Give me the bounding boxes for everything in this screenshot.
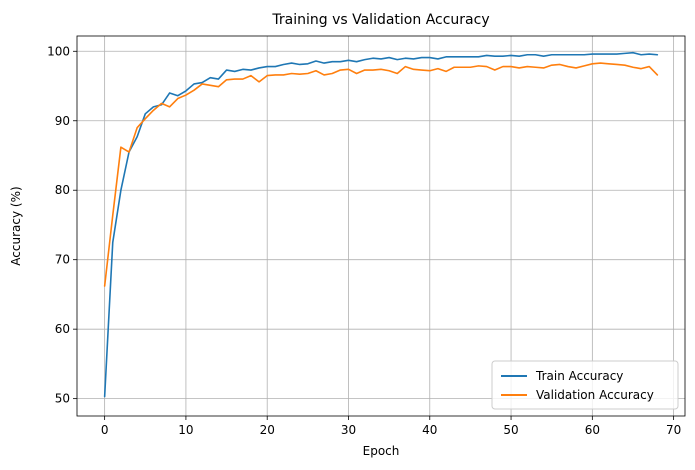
x-tick-label: 0 xyxy=(101,423,109,437)
chart-title: Training vs Validation Accuracy xyxy=(271,12,489,28)
x-tick-label: 10 xyxy=(178,423,193,437)
y-tick-label: 80 xyxy=(55,183,70,197)
y-tick-label: 70 xyxy=(55,253,70,267)
y-axis-label: Accuracy (%) xyxy=(9,186,23,265)
legend: Train Accuracy Validation Accuracy xyxy=(491,360,679,410)
legend-label-validation: Validation Accuracy xyxy=(536,388,654,402)
series-layer xyxy=(103,51,659,398)
x-axis-label: Epoch xyxy=(363,444,400,458)
y-tick-label: 90 xyxy=(55,114,70,128)
x-tick-label: 30 xyxy=(341,423,356,437)
legend-label-train: Train Accuracy xyxy=(535,369,623,383)
series-line-validation xyxy=(103,62,659,287)
x-tick-label: 40 xyxy=(422,423,437,437)
x-tick-label: 50 xyxy=(503,423,518,437)
legend-box xyxy=(491,360,679,410)
plot-frame xyxy=(76,35,686,417)
ticks: 0 10 20 30 40 50 60 70 50 60 70 80 90 100 xyxy=(47,44,681,437)
x-tick-label: 60 xyxy=(585,423,600,437)
grid xyxy=(77,36,685,416)
series-line-train xyxy=(103,51,659,398)
x-tick-label: 70 xyxy=(666,423,681,437)
y-tick-label: 50 xyxy=(55,392,70,406)
x-tick-label: 20 xyxy=(260,423,275,437)
y-tick-label: 100 xyxy=(47,44,70,58)
y-tick-label: 60 xyxy=(55,322,70,336)
